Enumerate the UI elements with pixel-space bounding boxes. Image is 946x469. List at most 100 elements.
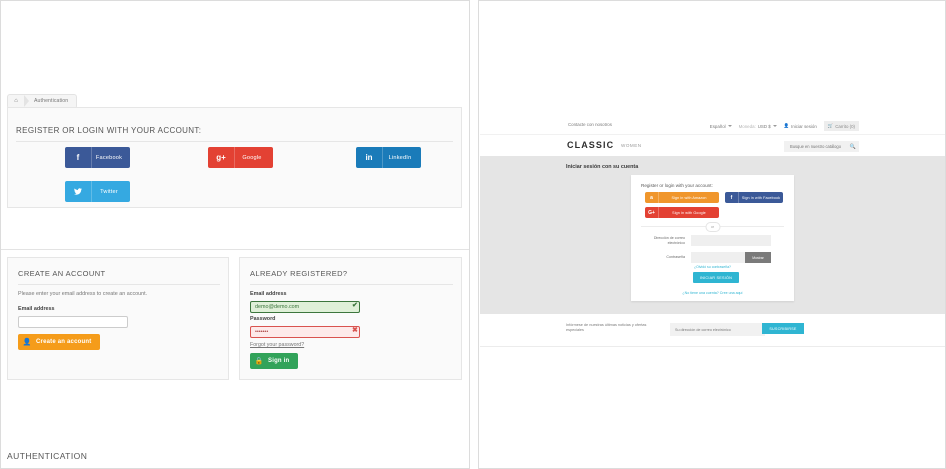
create-email-input[interactable]: [18, 316, 128, 328]
breadcrumb: ⌂ Authentication: [7, 89, 78, 109]
user-icon: 👤: [783, 123, 790, 128]
forgot-password-link[interactable]: Forgot your password?: [250, 342, 305, 348]
email-label: Dirección de correo electrónico: [653, 235, 685, 245]
create-account-card: CREATE AN ACCOUNT Please enter your emai…: [7, 257, 229, 380]
forgot-password-link[interactable]: ¿Olvidó su contraseña?: [694, 265, 731, 269]
nav-item-women[interactable]: WOMEN: [621, 143, 642, 148]
show-password-button[interactable]: Mostrar: [745, 252, 771, 263]
chevron-down-icon: [727, 125, 732, 127]
currency-selector[interactable]: Moneda: USD $: [739, 124, 777, 129]
amazon-login-button[interactable]: a Sign in with Amazon: [645, 192, 719, 203]
social-login-box: REGISTER OR LOGIN WITH YOUR ACCOUNT: f F…: [7, 107, 462, 208]
left-panel-content: ⌂ Authentication REGISTER OR LOGIN WITH …: [1, 1, 469, 468]
cart-label: Carrito (0): [835, 123, 855, 129]
linkedin-login-label: LinkedIn: [388, 154, 412, 161]
sign-in-button[interactable]: 🔒 Sign in: [250, 353, 299, 369]
login-page-title: Iniciar sesión con su cuenta: [566, 164, 639, 170]
social-login-title: Register or login with your account:: [641, 183, 713, 188]
create-account-link[interactable]: ¿No tiene una cuenta? Cree una aquí: [682, 291, 743, 295]
topbar-links: Español Moneda: USD $ 👤 Iniciar sesión 🛒…: [710, 121, 859, 131]
currency-label: Moneda:: [738, 123, 756, 129]
chevron-down-icon: [772, 125, 777, 127]
create-account-button[interactable]: 👤 Create an account: [18, 334, 101, 350]
login-password-input[interactable]: [250, 326, 360, 338]
amazon-login-label: Sign in with Amazon: [671, 195, 707, 200]
search-box[interactable]: 🔍: [784, 141, 859, 152]
google-login-button[interactable]: g+ Google: [208, 147, 273, 168]
lock-icon: 🔒: [254, 358, 264, 365]
divider: [18, 284, 220, 285]
already-registered-card: ALREADY REGISTERED? Email address ✔ Pass…: [239, 257, 462, 380]
facebook-login-button[interactable]: f Sign in with Facebook: [725, 192, 783, 203]
user-icon: 👤: [22, 339, 32, 346]
subscribe-button[interactable]: SUSCRIBIRSE: [762, 323, 804, 334]
amazon-icon: a: [645, 192, 659, 203]
twitter-login-button[interactable]: Twitter: [65, 181, 130, 202]
email-input[interactable]: [691, 235, 771, 246]
login-email-label: Email address: [250, 291, 287, 297]
authentication-section-header: AUTHENTICATION: [1, 223, 469, 461]
divider: [16, 141, 453, 142]
google-plus-icon: g+: [208, 147, 235, 168]
newsletter-email-input[interactable]: [670, 323, 765, 336]
breadcrumb-item-authentication[interactable]: Authentication: [34, 98, 69, 104]
store-topbar: Contacte con nosotros Español Moneda: US…: [480, 118, 945, 134]
facebook-login-label: Sign in with Facebook: [741, 195, 781, 200]
topbar-signin-link[interactable]: 👤 Iniciar sesión: [784, 123, 817, 129]
error-x-icon: ✖: [352, 327, 358, 334]
create-account-title: CREATE AN ACCOUNT: [18, 269, 106, 278]
sign-in-button-label: Sign in: [268, 358, 290, 364]
create-account-button-label: Create an account: [36, 339, 92, 345]
already-registered-title: ALREADY REGISTERED?: [250, 269, 348, 278]
store-logo[interactable]: CLASSIC: [567, 140, 615, 150]
facebook-login-button[interactable]: f Facebook: [65, 147, 130, 168]
facebook-icon: f: [65, 147, 92, 168]
password-input[interactable]: [691, 252, 745, 263]
twitter-bird-glyph: [74, 188, 82, 195]
topbar-signin-label: Iniciar sesión: [791, 123, 817, 129]
home-icon[interactable]: ⌂: [14, 98, 18, 104]
divider: [250, 284, 453, 285]
cart-button[interactable]: 🛒 Carrito (0): [823, 121, 859, 131]
password-field-row: Contraseña Mostrar: [641, 252, 784, 263]
check-icon: ✔: [352, 302, 358, 309]
email-field-row: Dirección de correo electrónico: [641, 235, 784, 246]
newsletter-text: Infórmese de nuestras últimas noticias y…: [566, 323, 647, 333]
language-selector[interactable]: Español: [710, 124, 732, 129]
language-label: Español: [709, 123, 726, 129]
linkedin-icon: in: [356, 147, 383, 168]
login-password-label: Password: [250, 316, 276, 322]
login-card: Register or login with your account: a S…: [631, 175, 794, 301]
breadcrumb-separator: [24, 95, 29, 107]
cart-icon: 🛒: [827, 123, 834, 128]
password-input-group: Mostrar: [691, 252, 771, 263]
or-separator-label: or: [705, 222, 720, 232]
store-main-content: Iniciar sesión con su cuenta Register or…: [480, 156, 945, 314]
store-header: CLASSIC WOMEN 🔍: [480, 134, 945, 157]
footer-divider: [480, 346, 945, 347]
google-login-label: Google: [242, 154, 262, 161]
search-input[interactable]: [784, 143, 847, 150]
google-login-button[interactable]: G+ Sign in with Google: [645, 207, 719, 218]
currency-value: USD $: [757, 123, 771, 129]
store-footer: Infórmese de nuestras últimas noticias y…: [480, 314, 945, 346]
login-email-input[interactable]: [250, 301, 360, 313]
google-login-label: Sign in with Google: [672, 210, 706, 215]
right-panel: Contacte con nosotros Español Moneda: US…: [478, 0, 946, 469]
create-account-helper: Please enter your email address to creat…: [18, 291, 148, 297]
social-login-title: REGISTER OR LOGIN WITH YOUR ACCOUNT:: [16, 126, 202, 135]
submit-login-button[interactable]: INICIAR SESIÓN: [693, 272, 739, 283]
facebook-login-label: Facebook: [95, 154, 123, 161]
twitter-icon: [65, 181, 92, 202]
facebook-icon: f: [725, 192, 739, 203]
search-icon[interactable]: 🔍: [849, 143, 857, 150]
google-icon: G+: [645, 207, 659, 218]
create-email-label: Email address: [18, 306, 55, 312]
page-title: AUTHENTICATION: [7, 451, 88, 461]
section-divider: [1, 249, 469, 250]
linkedin-login-button[interactable]: in LinkedIn: [356, 147, 421, 168]
password-label: Contraseña: [666, 255, 685, 260]
contact-us-link[interactable]: Contacte con nosotros: [568, 122, 612, 127]
twitter-login-label: Twitter: [100, 188, 118, 195]
